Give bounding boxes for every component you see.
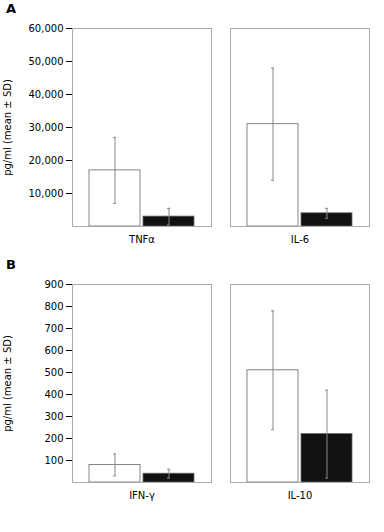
svg-text:500: 500 (44, 367, 63, 378)
svg-text:20,000: 20,000 (29, 155, 64, 166)
svg-text:60,000: 60,000 (29, 23, 64, 34)
svg-text:300: 300 (44, 411, 63, 422)
svg-text:40,000: 40,000 (29, 89, 64, 100)
svg-text:200: 200 (44, 433, 63, 444)
svg-text:800: 800 (44, 301, 63, 312)
svg-text:IFN-γ: IFN-γ (129, 490, 155, 501)
html-text:A: A (6, 1, 17, 16)
svg-text:pg/ml (mean ± SD): pg/ml (mean ± SD) (2, 79, 13, 176)
html-text:B: B (6, 257, 16, 272)
svg-text:600: 600 (44, 345, 63, 356)
svg-text:TNFα: TNFα (128, 234, 155, 245)
svg-text:IL-6: IL-6 (291, 234, 309, 245)
svg-text:100: 100 (44, 455, 63, 466)
svg-text:10,000: 10,000 (29, 188, 64, 199)
svg-text:400: 400 (44, 389, 63, 400)
svg-text:50,000: 50,000 (29, 56, 64, 67)
svg-text:IL-10: IL-10 (288, 490, 313, 501)
svg-text:pg/ml (mean ± SD): pg/ml (mean ± SD) (2, 335, 13, 432)
svg-text:30,000: 30,000 (29, 122, 64, 133)
svg-text:700: 700 (44, 323, 63, 334)
svg-text:900: 900 (44, 279, 63, 290)
